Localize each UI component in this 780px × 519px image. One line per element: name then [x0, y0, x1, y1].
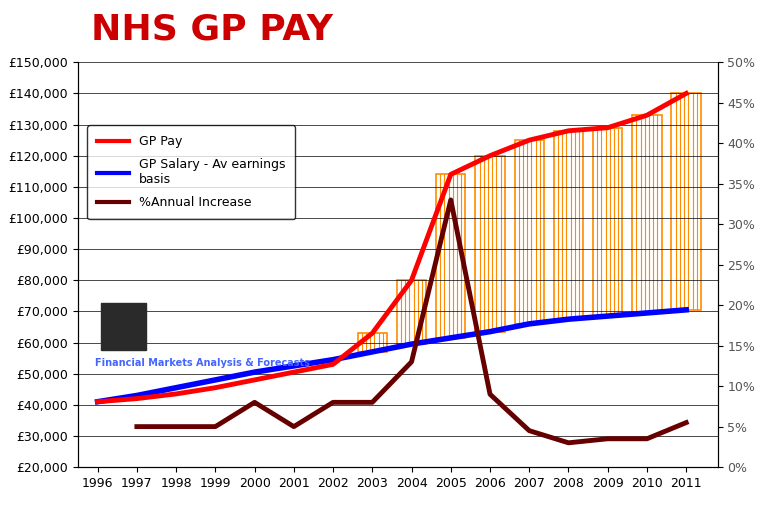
Bar [357, 333, 387, 352]
Bar [515, 140, 544, 324]
Bar [436, 174, 466, 338]
Text: Financial Markets Analysis & Forecasts: Financial Markets Analysis & Forecasts [95, 358, 310, 368]
Text: NHS GP PAY: NHS GP PAY [90, 12, 332, 46]
Bar [554, 131, 583, 319]
Bar [397, 280, 426, 344]
Bar [475, 156, 505, 332]
Text: MarketOracle.co.uk: MarketOracle.co.uk [151, 316, 288, 329]
Legend: GP Pay, GP Salary - Av earnings
basis, %Annual Increase: GP Pay, GP Salary - Av earnings basis, %… [87, 125, 295, 219]
Bar [593, 128, 622, 316]
Bar [101, 303, 146, 350]
Bar [633, 115, 661, 313]
Bar [672, 93, 701, 310]
